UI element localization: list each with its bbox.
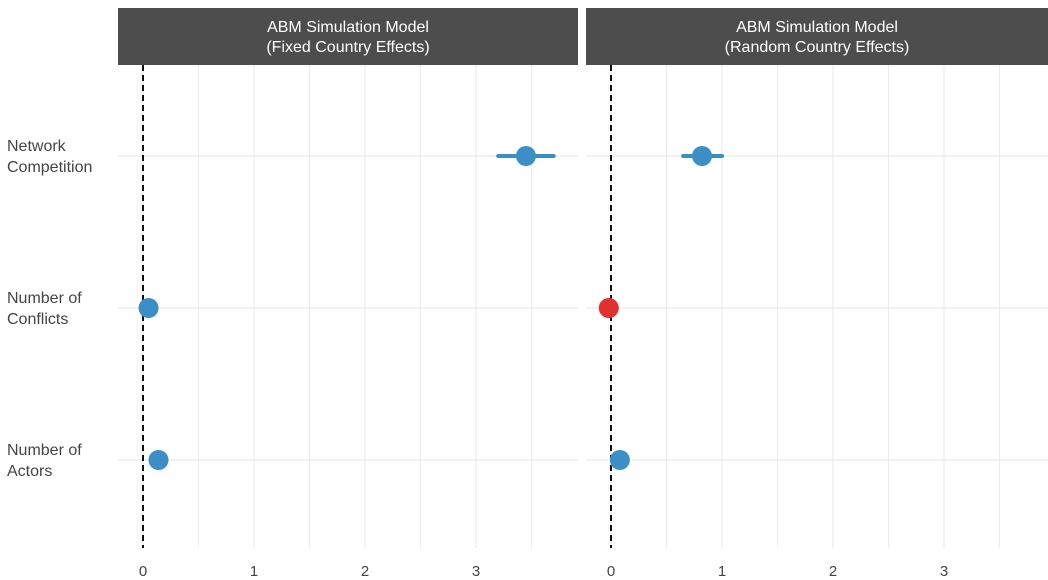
coefficient-point: [138, 298, 159, 318]
coefficient-point: [609, 450, 630, 470]
coefficient-point: [148, 450, 169, 470]
facet-strip-1: [118, 8, 578, 65]
x-tick-label: 0: [607, 563, 615, 580]
facet-strips: ABM Simulation Model (Fixed Country Effec…: [118, 8, 1048, 65]
y-category-label: Network Competition: [7, 138, 92, 176]
x-tick-label: 2: [361, 563, 369, 580]
x-tick-label: 1: [718, 563, 726, 580]
coefficient-point: [692, 146, 713, 166]
x-tick-label: 1: [250, 563, 258, 580]
facet-title-2: ABM Simulation Model (Random Country Effe…: [725, 19, 910, 56]
data-marks: [138, 146, 724, 470]
zero-reference-lines: [142, 65, 612, 548]
x-axis-tick-labels: 0 1 2 3 0 1 2 3: [139, 563, 948, 580]
y-axis-labels: Network Competition Number of Conflicts Numb…: [7, 138, 92, 480]
x-tick-label: 3: [940, 563, 948, 580]
y-category-label: Number of Conflicts: [7, 290, 82, 328]
facet-strip-2: [586, 8, 1048, 65]
grid-layer: [118, 65, 1048, 548]
x-tick-label: 2: [829, 563, 837, 580]
y-category-label: Number of Actors: [7, 442, 82, 480]
x-tick-label: 0: [139, 563, 147, 580]
facet-title-1: ABM Simulation Model (Fixed Country Effec…: [266, 19, 429, 56]
coefficient-point: [515, 146, 536, 166]
coefficient-point: [598, 298, 619, 318]
x-tick-label: 3: [472, 563, 480, 580]
